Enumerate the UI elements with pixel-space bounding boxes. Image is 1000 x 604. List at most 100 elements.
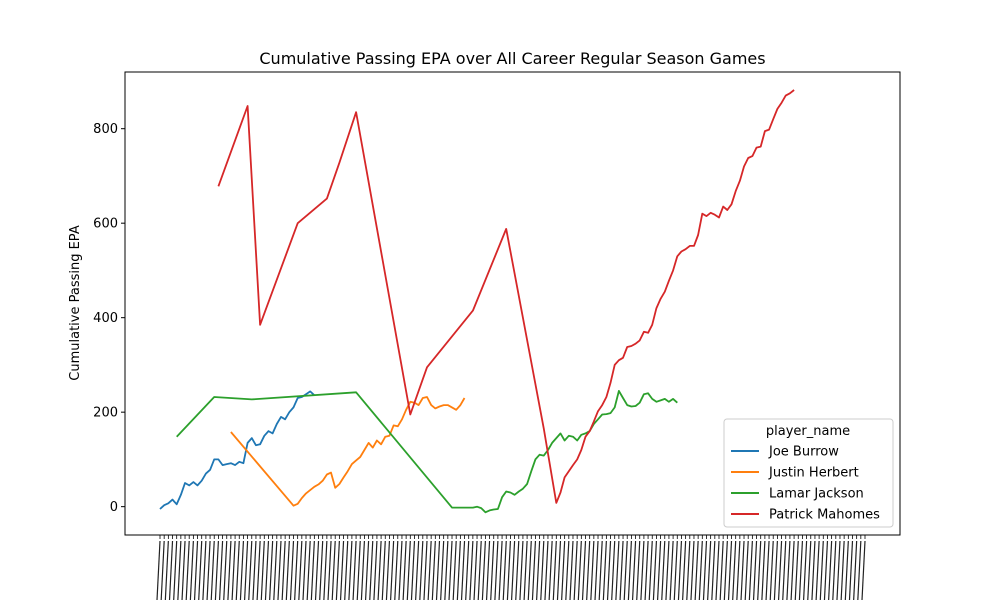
x-tick-label-mark xyxy=(844,540,849,601)
x-tick-label-mark xyxy=(536,540,541,601)
x-tick-label-mark xyxy=(410,540,416,601)
x-tick-label-mark xyxy=(598,540,603,601)
x-tick-label-mark xyxy=(419,540,424,601)
x-tick-label-mark xyxy=(590,540,595,601)
x-tick-label-mark xyxy=(198,540,203,601)
series-line-patrick-mahomes xyxy=(217,89,795,504)
series-line-joe-burrow xyxy=(159,390,315,510)
y-tick-label: 800 xyxy=(93,122,118,137)
y-axis-label: Cumulative Passing EPA xyxy=(68,225,83,381)
x-tick-label-mark xyxy=(836,540,841,601)
y-tick-label: 400 xyxy=(93,311,118,326)
x-tick-label-mark xyxy=(853,540,858,601)
x-tick-label-mark xyxy=(640,540,645,601)
x-tick-label-mark xyxy=(344,540,349,601)
x-tick-label-mark xyxy=(606,540,612,601)
series-line-lamar-jackson xyxy=(176,390,678,514)
x-tick-label-mark xyxy=(364,540,370,601)
x-tick-label-mark xyxy=(494,540,499,601)
x-tick-label-mark xyxy=(661,540,666,601)
x-tick-label-mark xyxy=(193,540,199,601)
x-tick-label-mark xyxy=(719,540,724,601)
x-tick-label-mark xyxy=(485,540,491,601)
x-tick-label-mark xyxy=(506,540,512,601)
x-tick-label-mark xyxy=(310,540,315,601)
x-axis xyxy=(156,535,866,601)
x-tick-label-mark xyxy=(173,540,178,601)
x-tick-label-mark xyxy=(373,540,378,601)
x-tick-label-mark xyxy=(627,540,632,601)
x-tick-label-mark xyxy=(615,540,620,601)
x-tick-label-mark xyxy=(289,540,295,601)
x-tick-label-mark xyxy=(331,540,336,601)
x-tick-label-mark xyxy=(327,540,332,601)
x-tick-label-mark xyxy=(777,540,783,601)
x-tick-label-mark xyxy=(611,540,616,601)
x-tick-label-mark xyxy=(819,540,824,601)
x-tick-label-mark xyxy=(156,540,161,601)
x-tick-label-mark xyxy=(652,540,658,601)
x-tick-label-mark xyxy=(218,540,224,601)
x-tick-label-mark xyxy=(840,540,845,601)
chart-title: Cumulative Passing EPA over All Career R… xyxy=(259,49,765,68)
x-tick-label-mark xyxy=(269,540,274,601)
x-tick-label-mark xyxy=(348,540,353,601)
x-tick-label-mark xyxy=(548,540,553,601)
x-tick-label-mark xyxy=(277,540,282,601)
x-tick-label-mark xyxy=(823,540,829,601)
x-tick-label-mark xyxy=(435,540,441,601)
x-tick-label-mark xyxy=(248,540,253,601)
x-tick-label-mark xyxy=(273,540,278,601)
x-tick-label-mark xyxy=(294,540,299,601)
x-tick-label-mark xyxy=(377,540,382,601)
x-tick-label-mark xyxy=(406,540,411,601)
x-tick-label-mark xyxy=(631,540,637,601)
legend-label: Justin Herbert xyxy=(768,466,859,481)
x-tick-label-mark xyxy=(544,540,549,601)
y-tick-label: 0 xyxy=(110,500,118,515)
x-tick-label-mark xyxy=(360,540,366,601)
legend-label: Lamar Jackson xyxy=(769,487,864,502)
x-tick-label-mark xyxy=(798,540,804,601)
x-tick-label-mark xyxy=(319,540,324,601)
x-tick-label-mark xyxy=(677,540,683,601)
x-tick-label-mark xyxy=(752,540,758,601)
x-tick-label-mark xyxy=(573,540,578,601)
x-tick-label-mark xyxy=(465,540,470,601)
x-tick-label-mark xyxy=(786,540,791,601)
x-tick-label-mark xyxy=(523,540,528,601)
x-tick-label-mark xyxy=(623,540,628,601)
x-tick-label-mark xyxy=(256,540,261,601)
x-tick-label-mark xyxy=(469,540,474,601)
x-tick-label-mark xyxy=(460,540,466,601)
x-tick-label-mark xyxy=(394,540,399,601)
x-tick-label-mark xyxy=(185,540,190,601)
x-tick-label-mark xyxy=(619,540,624,601)
x-tick-label-mark xyxy=(214,540,220,601)
x-tick-label-mark xyxy=(510,540,516,601)
y-tick-label: 200 xyxy=(93,406,118,421)
x-tick-label-mark xyxy=(260,540,265,601)
x-tick-label-mark xyxy=(586,540,591,601)
x-tick-label-mark xyxy=(748,540,753,601)
x-tick-label-mark xyxy=(502,540,507,601)
x-tick-label-mark xyxy=(202,540,207,601)
x-tick-label-mark xyxy=(811,540,816,601)
x-tick-label-mark xyxy=(390,540,395,601)
legend-box xyxy=(723,418,894,528)
x-tick-label-mark xyxy=(765,540,770,601)
x-tick-label-mark xyxy=(477,540,482,601)
x-tick-label-mark xyxy=(569,540,574,601)
x-tick-label-mark xyxy=(227,540,232,601)
series-layer xyxy=(159,89,795,514)
x-tick-label-mark xyxy=(761,540,766,601)
x-tick-label-mark xyxy=(335,540,340,601)
x-tick-label-mark xyxy=(723,540,728,601)
x-tick-label-mark xyxy=(807,540,812,601)
x-tick-label-mark xyxy=(356,540,361,601)
x-tick-label-mark xyxy=(698,540,703,601)
x-tick-label-mark xyxy=(757,540,762,601)
y-tick-label: 600 xyxy=(93,217,118,232)
x-tick-label-mark xyxy=(252,540,257,601)
